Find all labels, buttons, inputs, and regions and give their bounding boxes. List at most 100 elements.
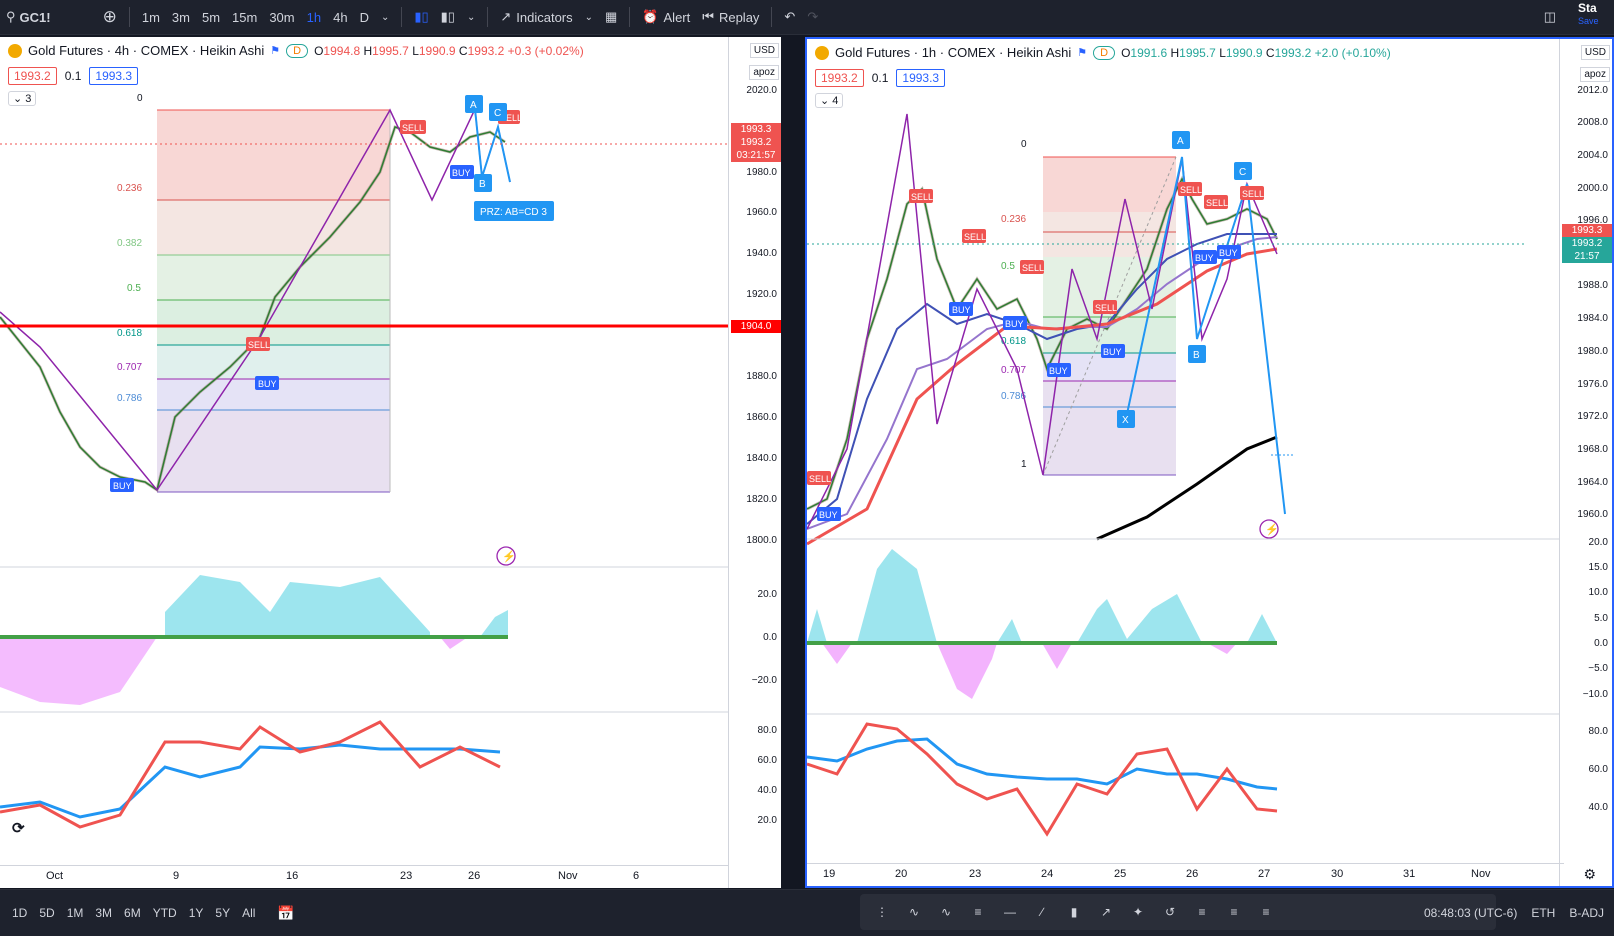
timeframe-1m[interactable]: 1m: [141, 9, 160, 25]
session-toggle[interactable]: ETH: [1531, 906, 1556, 920]
osc-label: 20.0: [1588, 537, 1608, 548]
lightning-icon[interactable]: ⚡: [496, 546, 516, 566]
sell-button[interactable]: 1993.2: [815, 69, 864, 87]
timeframe-1h[interactable]: 1h: [306, 9, 322, 25]
osc-label: 10.0: [1588, 587, 1608, 598]
adjustment-toggle[interactable]: B-ADJ: [1569, 906, 1604, 920]
drag-handle-icon[interactable]: ⋮: [876, 905, 888, 919]
quantity-value[interactable]: 0.1: [64, 69, 82, 83]
compare-add-button[interactable]: ⊕: [102, 7, 117, 26]
goto-date-calendar-icon[interactable]: 📅: [277, 904, 295, 921]
timeframe-3m[interactable]: 3m: [171, 9, 190, 25]
fib-time-icon[interactable]: ≡: [1262, 905, 1270, 919]
ma-line-red: [807, 247, 1278, 546]
signal-badge-buy: BUY: [1003, 316, 1027, 330]
abcd-pattern-icon[interactable]: ∿: [908, 905, 920, 919]
chart-pane-4h[interactable]: 0 0.236 0.382 0.5 0.618 0.707 0.786 BUY …: [0, 37, 781, 888]
range-5d[interactable]: 5D: [39, 906, 55, 920]
save-area[interactable]: Sta Save: [1578, 1, 1599, 27]
range-1d[interactable]: 1D: [12, 906, 28, 920]
signal-badge-buy: BUY: [1217, 245, 1241, 259]
flag-icon[interactable]: ⚑: [1077, 47, 1088, 59]
horizontal-line-icon[interactable]: —: [1004, 905, 1016, 919]
settings-gear-icon[interactable]: ⚙: [1583, 866, 1596, 882]
range-all[interactable]: All: [242, 906, 256, 920]
hline-price-tag: 1904.0: [731, 320, 781, 333]
currency-select[interactable]: USD: [749, 43, 779, 58]
osc-label: −5.0: [1588, 663, 1608, 674]
price-label: 1980.0: [1577, 346, 1608, 357]
flag-icon[interactable]: ⚑: [270, 45, 281, 57]
scale-select[interactable]: apoz: [1580, 67, 1610, 82]
time-label: 30: [1331, 868, 1344, 880]
chart-title[interactable]: Gold Futures · 4h · COMEX · Heikin Ashi: [28, 43, 265, 58]
timeframe-5m[interactable]: 5m: [201, 9, 221, 25]
layout-grid-icon[interactable]: ▦: [605, 9, 618, 24]
fullscreen-panel-icon[interactable]: ◫: [1543, 9, 1556, 24]
indicators-collapse-toggle[interactable]: ⌄ 4: [815, 93, 844, 108]
time-label: 23: [400, 870, 413, 882]
price-axis-4h[interactable]: USD apoz 2020.0 1993.3 1993.2 03:21:57 1…: [728, 37, 781, 888]
ray-icon[interactable]: ↗: [1100, 905, 1112, 919]
signal-badge-sell: SELL: [1240, 186, 1264, 200]
fib-label: 0.786: [117, 393, 142, 404]
long-position-icon[interactable]: ▮: [1070, 905, 1078, 919]
scale-select[interactable]: apoz: [749, 65, 779, 80]
indicators-button[interactable]: ↗ Indicators: [500, 9, 573, 25]
range-6m[interactable]: 6M: [124, 906, 141, 920]
replay-icon: ⏮: [702, 9, 714, 24]
fib-extension-icon[interactable]: ≡: [1198, 905, 1206, 919]
range-ytd[interactable]: YTD: [152, 906, 177, 920]
time-axis-1h[interactable]: 19 20 23 24 25 26 27 30 31 Nov: [807, 863, 1564, 886]
range-3m[interactable]: 3M: [95, 906, 113, 920]
fib-channel-icon[interactable]: ≡: [1230, 905, 1238, 919]
measure-icon[interactable]: ↺: [1164, 905, 1176, 919]
price-label: 2012.0: [1577, 85, 1608, 96]
alert-button[interactable]: ⏰ Alert: [642, 9, 691, 25]
time-axis-4h[interactable]: Oct 9 16 23 26 Nov 6: [0, 865, 729, 888]
indicators-collapse-toggle[interactable]: ⌄ 3: [8, 91, 37, 106]
svg-text:SELL: SELL: [911, 192, 933, 202]
rsi-label: 40.0: [757, 785, 777, 796]
range-5y[interactable]: 5Y: [215, 906, 231, 920]
redo-icon[interactable]: ↷: [807, 9, 819, 24]
fib-label: 0.707: [117, 362, 142, 373]
timeframe-30m[interactable]: 30m: [269, 9, 295, 25]
xabcd-pattern-icon[interactable]: ∿: [940, 905, 952, 919]
undo-icon[interactable]: ↶: [784, 9, 796, 24]
price-axis-1h[interactable]: USD apoz 2012.0 2008.0 2004.0 2000.0 199…: [1559, 39, 1612, 886]
trend-line-icon[interactable]: ∕: [1040, 905, 1043, 919]
fib-label: 0.786: [1001, 391, 1026, 402]
bar-type-chevron-icon[interactable]: ⌄: [466, 11, 476, 23]
oscillator-histogram: [0, 575, 508, 705]
buy-button[interactable]: 1993.3: [89, 67, 139, 85]
buy-button[interactable]: 1993.3: [896, 69, 946, 87]
chart-canvas-1h[interactable]: 0 0.236 0.5 0.618 0.707 0.786 1 SELL BUY…: [807, 39, 1612, 886]
timeframe-d[interactable]: D: [359, 9, 369, 25]
svg-text:SELL: SELL: [402, 123, 424, 133]
divider: [771, 7, 773, 27]
range-1y[interactable]: 1Y: [188, 906, 204, 920]
symbol-search[interactable]: ⚲ GC1!: [0, 0, 57, 34]
bar-type-heikin-icon[interactable]: ▮▯: [440, 9, 455, 24]
chart-title[interactable]: Gold Futures · 1h · COMEX · Heikin Ashi: [835, 45, 1072, 60]
bar-type-candles-icon[interactable]: ▮▯: [414, 9, 429, 24]
fib-retracement-icon[interactable]: ≡: [974, 905, 982, 919]
indicators-chevron-icon[interactable]: ⌄: [584, 11, 594, 23]
range-1m[interactable]: 1M: [66, 906, 84, 920]
quantity-value[interactable]: 0.1: [871, 71, 889, 85]
status-group: 08:48:03 (UTC-6) ETH B-ADJ: [1424, 890, 1604, 936]
chart-pane-1h[interactable]: 0 0.236 0.5 0.618 0.707 0.786 1 SELL BUY…: [805, 37, 1614, 888]
clock-display[interactable]: 08:48:03 (UTC-6): [1423, 906, 1518, 920]
sell-button[interactable]: 1993.2: [8, 67, 57, 85]
currency-select[interactable]: USD: [1580, 45, 1610, 60]
price-label: 1960.0: [746, 207, 777, 218]
lightning-icon[interactable]: ⚡: [1259, 519, 1279, 539]
replay-button[interactable]: ⏮ Replay: [702, 9, 760, 25]
timeframe-dropdown-chevron-icon[interactable]: ⌄: [380, 11, 390, 23]
timeframe-15m[interactable]: 15m: [232, 9, 258, 25]
pattern-icon[interactable]: ✦: [1132, 905, 1144, 919]
time-label: 6: [633, 870, 640, 882]
chart-canvas-4h[interactable]: 0 0.236 0.382 0.5 0.618 0.707 0.786 BUY …: [0, 37, 781, 888]
timeframe-4h[interactable]: 4h: [333, 9, 348, 25]
